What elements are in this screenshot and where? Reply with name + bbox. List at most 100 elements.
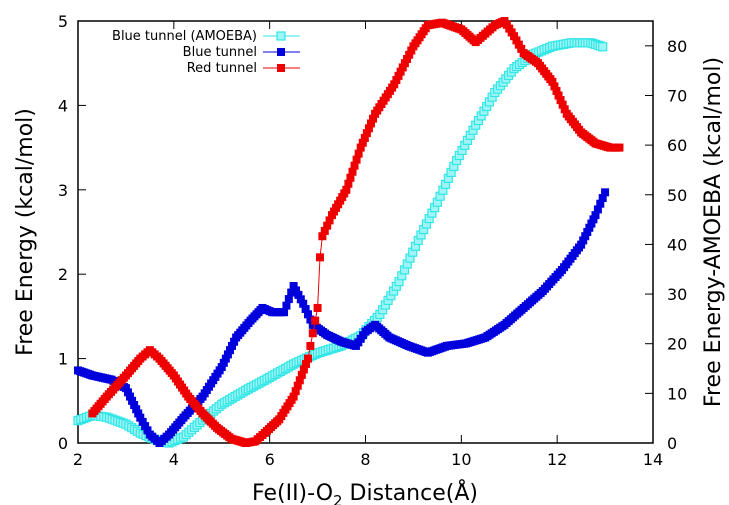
y2-tick-label: 30 <box>667 285 687 304</box>
series-line <box>92 20 620 444</box>
data-point <box>344 179 353 188</box>
data-point <box>318 232 327 241</box>
x-tick-label: 4 <box>169 450 179 469</box>
y-tick-label: 5 <box>58 12 68 31</box>
data-point <box>304 354 312 363</box>
legend-swatch-marker <box>277 48 285 56</box>
data-point <box>138 417 147 426</box>
data-point <box>293 381 302 390</box>
data-point <box>225 346 234 355</box>
data-point <box>392 76 401 85</box>
data-point <box>558 100 567 109</box>
series-line <box>77 192 606 444</box>
data-point <box>306 341 315 350</box>
data-point <box>550 82 559 91</box>
data-point <box>596 199 605 208</box>
data-point <box>297 370 306 379</box>
data-point <box>121 384 130 393</box>
data-point <box>405 50 414 59</box>
data-point <box>369 114 378 123</box>
data-point <box>348 167 357 176</box>
x-tick-label: 8 <box>360 450 370 469</box>
data-point <box>282 301 291 310</box>
y-tick-label: 0 <box>58 434 68 453</box>
y-tick-label: 2 <box>58 265 68 284</box>
y2-tick-label: 80 <box>667 37 687 56</box>
y2-tick-label: 40 <box>667 235 687 254</box>
data-point <box>560 105 569 114</box>
series-blue-tunnel-amoeba- <box>73 38 608 448</box>
data-point <box>346 173 355 182</box>
y2-axis-title: Free Energy-AMOEBA (kcal/mol) <box>701 57 726 407</box>
data-point <box>350 161 359 170</box>
data-point <box>304 310 312 319</box>
data-point <box>301 305 310 314</box>
data-point <box>585 223 594 232</box>
y2-axis-ticks: 0 10 20 30 40 50 60 70 80 <box>645 37 687 453</box>
y2-tick-label: 60 <box>667 136 687 155</box>
y-axis-ticks: 0 1 2 3 4 5 <box>58 12 86 453</box>
data-point <box>356 143 365 152</box>
series-line <box>77 42 603 444</box>
data-point <box>130 401 139 410</box>
x-axis-title-subscript: 2 <box>333 492 343 505</box>
data-point <box>320 226 329 235</box>
y2-tick-label: 70 <box>667 86 687 105</box>
data-point <box>598 194 607 203</box>
data-point <box>593 205 602 214</box>
data-point <box>280 308 289 317</box>
data-point <box>512 36 521 45</box>
data-point <box>126 392 135 401</box>
data-point <box>407 46 416 55</box>
x-tick-label: 6 <box>265 450 275 469</box>
data-point <box>296 295 305 304</box>
y-tick-label: 4 <box>58 96 68 115</box>
data-point <box>141 422 150 431</box>
data-point <box>591 211 600 220</box>
data-point <box>325 216 334 225</box>
data-point <box>552 86 561 95</box>
series-blue-tunnel <box>74 188 610 447</box>
data-point <box>219 358 228 367</box>
y-tick-label: 1 <box>58 350 68 369</box>
data-point <box>291 387 300 396</box>
x-axis-title: Fe(II)-O2 Distance(Å) <box>252 479 478 505</box>
data-point <box>362 129 371 138</box>
y2-tick-label: 0 <box>667 434 677 453</box>
data-point <box>289 392 298 401</box>
data-point <box>299 365 308 374</box>
series-red-tunnel <box>88 17 624 447</box>
data-point <box>342 185 351 194</box>
data-point <box>366 119 375 128</box>
data-point <box>360 133 369 142</box>
x-axis-ticks: 2 4 6 8 10 12 14 <box>73 21 663 469</box>
y2-tick-label: 20 <box>667 335 687 354</box>
x-tick-label: 10 <box>451 450 471 469</box>
data-point <box>217 363 226 372</box>
legend-swatch-marker <box>277 64 285 72</box>
y2-tick-label: 50 <box>667 186 687 205</box>
data-point <box>284 295 293 304</box>
data-point <box>313 303 322 312</box>
data-point <box>230 337 239 346</box>
x-tick-label: 2 <box>73 450 83 469</box>
legend-label: Red tunnel <box>187 61 257 76</box>
data-point <box>306 315 315 324</box>
data-point <box>517 44 526 53</box>
legend-label: Blue tunnel (AMOEBA) <box>112 29 257 44</box>
data-point <box>289 282 298 291</box>
data-point <box>128 396 137 405</box>
data-point <box>323 221 332 230</box>
data-point <box>354 149 363 158</box>
data-point <box>390 80 399 89</box>
data-point <box>583 228 592 236</box>
x-tick-label: 12 <box>547 450 567 469</box>
x-axis-title-suffix: Distance(Å) <box>343 479 478 505</box>
series-layer <box>73 17 624 448</box>
data-point <box>577 240 586 249</box>
data-point <box>589 215 598 224</box>
data-point <box>301 360 310 369</box>
data-point <box>556 96 565 105</box>
legend-label: Blue tunnel <box>183 45 257 60</box>
